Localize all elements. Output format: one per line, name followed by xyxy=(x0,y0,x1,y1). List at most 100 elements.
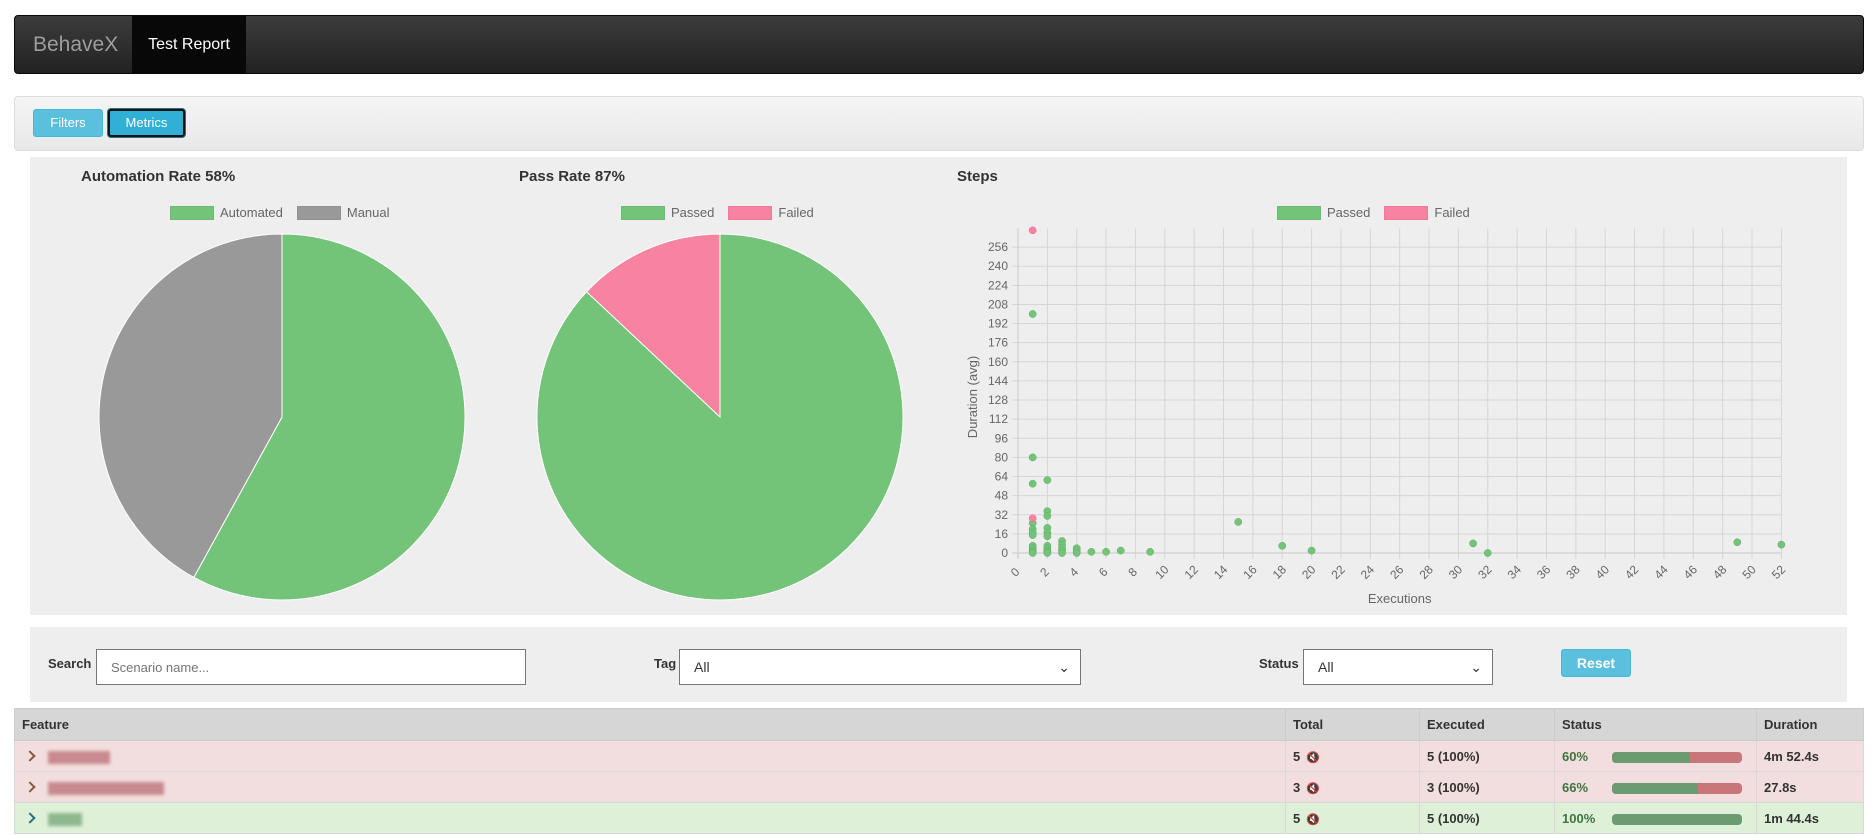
table-row[interactable]: 5 🔇 5 (100%) 100% 1m 44.4s xyxy=(14,802,1864,834)
svg-text:40: 40 xyxy=(1593,562,1613,582)
passed-portion xyxy=(1612,782,1698,794)
svg-text:16: 16 xyxy=(1240,562,1260,582)
passed-portion xyxy=(1612,751,1690,763)
scatter-point-passed[interactable] xyxy=(1307,546,1316,555)
scatter-point-passed[interactable] xyxy=(1146,547,1154,556)
chevron-right-icon[interactable] xyxy=(24,812,36,825)
filters-button[interactable]: Filters xyxy=(33,109,103,137)
pass-rate-legend: Passed Failed xyxy=(621,205,822,220)
scatter-point-passed[interactable] xyxy=(1087,547,1096,556)
scatter-point-passed[interactable] xyxy=(1043,532,1052,541)
pass-rate-pie-chart[interactable] xyxy=(536,233,904,601)
svg-text:128: 128 xyxy=(988,393,1008,407)
table-row[interactable]: 3 🔇 3 (100%) 66% 27.8s xyxy=(14,771,1864,803)
svg-text:240: 240 xyxy=(988,259,1008,273)
scatter-point-passed[interactable] xyxy=(1028,531,1037,539)
scatter-point-passed[interactable] xyxy=(1028,479,1037,488)
legend-passed[interactable]: Passed xyxy=(1277,205,1370,220)
svg-text:26: 26 xyxy=(1387,562,1407,582)
pie-slice-automated[interactable] xyxy=(193,233,466,601)
tab-test-report[interactable]: Test Report xyxy=(132,16,246,73)
scatter-point-passed[interactable] xyxy=(1058,549,1066,557)
passed-portion xyxy=(1612,813,1742,825)
table-row[interactable]: 5 🔇 5 (100%) 60% 4m 52.4s xyxy=(14,740,1864,772)
svg-text:52: 52 xyxy=(1769,562,1789,582)
feature-cell[interactable] xyxy=(14,771,1286,803)
legend-automated[interactable]: Automated xyxy=(170,205,283,220)
column-header-duration[interactable]: Duration xyxy=(1756,708,1864,741)
svg-text:18: 18 xyxy=(1270,562,1290,582)
executed-cell: 5 (100%) xyxy=(1419,740,1555,772)
scatter-point-passed[interactable] xyxy=(1043,549,1052,557)
chevron-right-icon[interactable] xyxy=(24,750,36,763)
total-cell: 3 🔇 xyxy=(1285,771,1420,803)
failed-swatch xyxy=(1384,205,1429,220)
manual-swatch xyxy=(296,205,341,220)
scatter-point-passed[interactable] xyxy=(1028,310,1037,318)
scatter-point-passed[interactable] xyxy=(1483,549,1492,557)
scatter-point-passed[interactable] xyxy=(1043,476,1052,484)
legend-failed[interactable]: Failed xyxy=(1384,205,1470,220)
steps-title: Steps xyxy=(957,168,998,185)
steps-scatter-chart[interactable]: 0 2 4 6 8 10 12 14 16 18 20 22 24 26 28 30 32 34 36 38 40 42 4… xyxy=(965,226,1789,606)
scatter-point-passed[interactable] xyxy=(1777,540,1786,549)
svg-text:96: 96 xyxy=(995,431,1009,445)
features-table: Feature Total Executed Status Duration 5… xyxy=(14,708,1864,834)
search-label: Search xyxy=(48,656,92,671)
pass-rate-title: Pass Rate 87% xyxy=(519,168,625,185)
scatter-point-passed[interactable] xyxy=(1733,538,1742,547)
chevron-down-icon: ⌄ xyxy=(1470,659,1482,675)
svg-text:0: 0 xyxy=(1008,565,1023,580)
charts-canvas[interactable]: 0 2 4 6 8 10 12 14 16 18 20 22 24 26 28 30 32 34 36 38 40 42 4… xyxy=(30,157,1847,615)
y-axis-label: Duration (avg) xyxy=(965,356,980,438)
brand-logo[interactable]: BehaveX xyxy=(33,33,119,56)
status-label: Status xyxy=(1259,656,1299,671)
feature-name-redacted xyxy=(48,750,110,764)
scatter-point-failed[interactable] xyxy=(1028,226,1037,235)
total-value: 5 xyxy=(1293,748,1301,764)
scatter-point-passed[interactable] xyxy=(1234,518,1243,526)
scatter-point-passed[interactable] xyxy=(1028,549,1037,557)
svg-text:224: 224 xyxy=(988,278,1008,292)
svg-text:20: 20 xyxy=(1299,562,1319,582)
svg-text:6: 6 xyxy=(1096,565,1111,580)
column-header-feature[interactable]: Feature xyxy=(14,708,1286,741)
legend-passed[interactable]: Passed xyxy=(621,205,714,220)
pie-slice-failed[interactable] xyxy=(585,233,721,419)
svg-text:44: 44 xyxy=(1651,562,1671,582)
legend-failed[interactable]: Failed xyxy=(728,205,814,220)
total-cell: 5 🔇 xyxy=(1285,802,1420,834)
scatter-point-passed[interactable] xyxy=(1028,453,1037,462)
status-select[interactable]: All ⌄ xyxy=(1303,649,1493,685)
svg-text:46: 46 xyxy=(1681,562,1701,582)
column-header-status[interactable]: Status xyxy=(1554,708,1757,741)
chevron-right-icon[interactable] xyxy=(24,781,36,794)
passed-swatch xyxy=(621,205,665,220)
feature-cell[interactable] xyxy=(14,802,1286,834)
status-cell: 66% xyxy=(1554,771,1757,803)
column-header-total[interactable]: Total xyxy=(1285,708,1420,741)
tag-label: Tag xyxy=(654,656,677,671)
svg-text:32: 32 xyxy=(1475,562,1495,582)
scatter-point-passed[interactable] xyxy=(1116,546,1125,555)
column-header-executed[interactable]: Executed xyxy=(1419,708,1555,741)
feature-cell[interactable] xyxy=(14,740,1286,772)
reset-button[interactable]: Reset xyxy=(1561,649,1631,677)
status-progress-bar xyxy=(1612,813,1742,825)
scatter-point-passed[interactable] xyxy=(1469,539,1477,548)
search-input[interactable] xyxy=(96,649,526,685)
scatter-point-passed[interactable] xyxy=(1043,512,1052,520)
automation-pie-chart[interactable] xyxy=(98,233,466,601)
svg-text:160: 160 xyxy=(988,355,1008,369)
legend-label: Failed xyxy=(1434,205,1470,220)
pie-slice-manual[interactable] xyxy=(98,233,283,579)
metrics-button[interactable]: Metrics xyxy=(108,109,185,137)
tag-select[interactable]: All ⌄ xyxy=(679,649,1081,685)
total-cell: 5 🔇 xyxy=(1285,740,1420,772)
total-value: 5 xyxy=(1293,810,1301,826)
scatter-point-passed[interactable] xyxy=(1102,547,1110,556)
legend-manual[interactable]: Manual xyxy=(296,205,390,220)
scatter-point-passed[interactable] xyxy=(1278,541,1287,550)
scatter-point-failed[interactable] xyxy=(1028,514,1037,523)
scatter-point-passed[interactable] xyxy=(1072,549,1081,557)
